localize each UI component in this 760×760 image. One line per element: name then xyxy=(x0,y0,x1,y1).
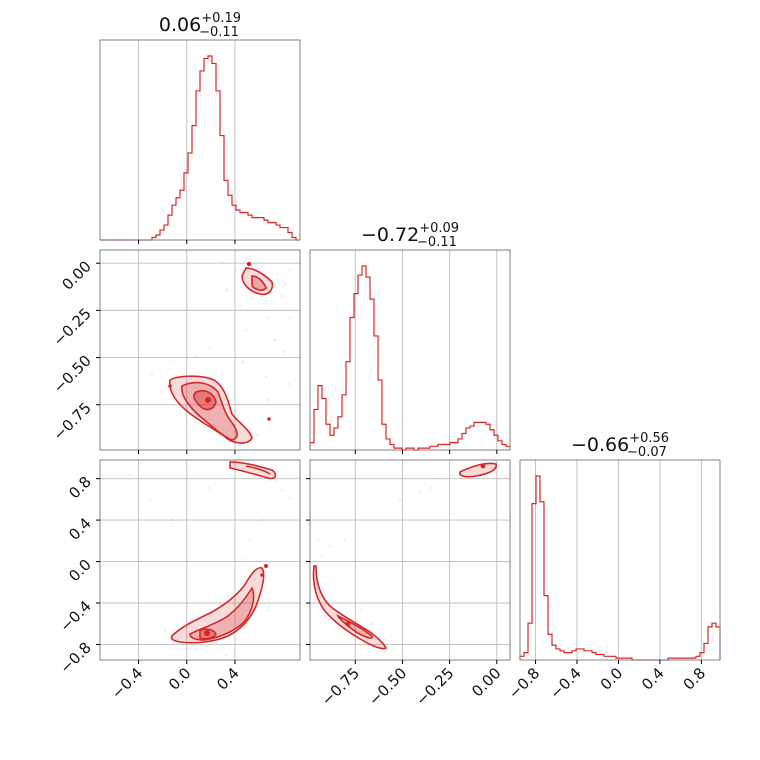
peak-marker xyxy=(260,573,264,577)
axes-frame xyxy=(519,459,721,661)
panel-hist-param2: −0.66+0.56 −0.07 xyxy=(519,431,721,661)
peak-marker xyxy=(264,564,268,568)
y-tick-label: −0.8 xyxy=(56,639,94,677)
title-upper: +0.09 xyxy=(419,221,459,236)
panel-2d-param0-param2 xyxy=(99,459,301,661)
title-lower: −0.07 xyxy=(627,445,667,460)
y-tick-label: −0.75 xyxy=(50,399,95,444)
x-tick-label: 0.0 xyxy=(597,664,627,694)
y-tick-label: −0.50 xyxy=(50,352,95,397)
peak-marker xyxy=(168,384,172,388)
panel-hist-param0: 0.06+0.19 −0.11 xyxy=(99,11,301,241)
peak-marker xyxy=(204,630,210,636)
x-tick-label: −0.75 xyxy=(318,664,363,709)
axes-frame xyxy=(99,39,301,241)
panel-2d-param0-param1 xyxy=(99,249,301,451)
panel-hist-param1: −0.72+0.09 −0.11 xyxy=(309,221,511,451)
contour-lines xyxy=(170,461,277,644)
density-peaks xyxy=(345,463,486,627)
histogram-param2 xyxy=(519,475,721,661)
x-tick-label: −0.8 xyxy=(505,664,543,702)
contour-fill xyxy=(169,268,273,444)
peak-marker xyxy=(246,261,252,267)
x-tick-label: −0.4 xyxy=(546,664,584,702)
title-param2: −0.66+0.56 −0.07 xyxy=(571,431,669,460)
y-tick-label: 0.4 xyxy=(65,514,95,544)
x-tick-label: 0.4 xyxy=(213,664,243,694)
x-tick-label: 0.0 xyxy=(165,664,195,694)
scatter-points xyxy=(150,260,292,437)
x-tick-label: 0.00 xyxy=(468,664,504,700)
title-value: −0.66 xyxy=(571,434,629,456)
axes-frame xyxy=(99,459,301,661)
histogram-param0 xyxy=(100,55,300,241)
contour-lines xyxy=(312,462,498,650)
y-tick-label: 0.00 xyxy=(58,257,94,293)
peak-marker xyxy=(267,417,271,421)
title-lower: −0.11 xyxy=(417,235,457,250)
peak-marker xyxy=(205,397,211,403)
density-peaks xyxy=(168,261,271,421)
scatter-points xyxy=(314,468,472,642)
title-value: 0.06 xyxy=(159,14,201,36)
peak-marker xyxy=(345,621,351,627)
title-param1: −0.72+0.09 −0.11 xyxy=(361,221,459,250)
axes-frame xyxy=(309,249,511,451)
x-tick-label: −0.4 xyxy=(108,664,146,702)
contour-fill xyxy=(313,463,497,649)
title-param0: 0.06+0.19 −0.11 xyxy=(159,11,241,40)
scatter-points xyxy=(128,473,292,657)
contour-lines xyxy=(168,267,274,444)
x-tick-label: 0.4 xyxy=(638,664,668,694)
title-value: −0.72 xyxy=(361,224,419,246)
peak-marker xyxy=(480,463,486,469)
x-tick-label: −0.25 xyxy=(412,664,457,709)
density-peaks xyxy=(204,564,268,636)
x-tick-label: 0.8 xyxy=(680,664,710,694)
title-upper: +0.56 xyxy=(629,431,669,446)
y-tick-label: 0.0 xyxy=(65,556,95,586)
title-upper: +0.19 xyxy=(201,11,241,26)
histogram-param1 xyxy=(309,265,511,451)
y-tick-label: −0.25 xyxy=(50,304,95,349)
x-tick-label: −0.50 xyxy=(365,664,410,709)
y-tick-label: 0.8 xyxy=(65,473,95,503)
title-lower: −0.11 xyxy=(199,25,239,40)
panel-2d-param1-param2 xyxy=(309,459,511,661)
axes-frame xyxy=(99,249,301,451)
y-tick-label: −0.4 xyxy=(56,597,94,635)
axes-frame xyxy=(309,459,511,661)
